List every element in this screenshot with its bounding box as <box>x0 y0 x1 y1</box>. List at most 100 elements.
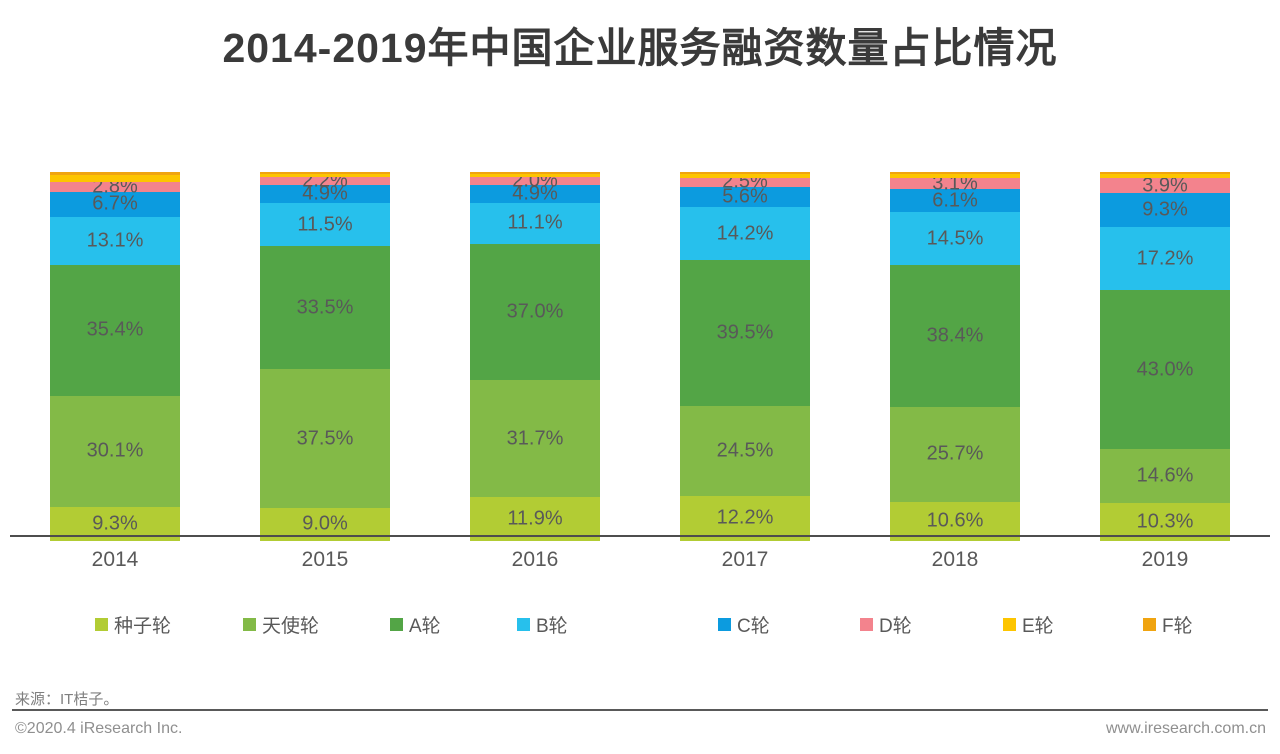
plot-area: 9.3% 30.1% 35.4% 13.1% 6.7% 2.8% 9.0% 37.5% 33.5… <box>0 169 1280 541</box>
legend-item: 天使轮 <box>243 612 319 637</box>
legend-item: E轮 <box>1003 612 1054 637</box>
legend-item: C轮 <box>718 612 770 637</box>
bar-segment: 24.5% <box>680 405 810 496</box>
segment-value-label: 24.5% <box>716 439 774 462</box>
bar-segment <box>50 175 180 182</box>
bar-segment <box>680 173 810 178</box>
segment-value-label: 10.6% <box>926 509 984 532</box>
segment-value-label: 38.4% <box>926 324 984 347</box>
x-axis-line <box>10 535 1270 537</box>
stacked-bar-2015: 9.0% 37.5% 33.5% 11.5% 4.9% 2.2% <box>260 170 390 541</box>
bar-segment: 39.5% <box>680 259 810 406</box>
legend-item: 种子轮 <box>95 612 172 637</box>
bar-segment <box>260 173 390 178</box>
bar-segment: 11.1% <box>470 202 600 244</box>
segment-value-label: 39.5% <box>716 321 774 344</box>
bar-segment: 11.5% <box>260 203 390 246</box>
bar-segment: 17.2% <box>1100 227 1230 291</box>
source-note: 来源：IT桔子。 <box>15 691 119 708</box>
bar-segment: 2.5% <box>680 171 810 193</box>
legend-label: B轮 <box>536 615 568 637</box>
bar-segment: 3.1% <box>890 172 1020 194</box>
stacked-bar-2016: 11.9% 31.7% 37.0% 11.1% 4.9% 2.0% <box>470 169 600 541</box>
segment-value-label: 11.5% <box>297 213 353 236</box>
stacked-bar-2019: 10.3% 14.6% 43.0% 17.2% 9.3% 3.9% <box>1100 172 1230 541</box>
bar-segment <box>890 174 1020 178</box>
segment-value-label: 12.2% <box>716 506 774 529</box>
bar-segment: 30.1% <box>50 395 180 507</box>
bar-segment: 37.5% <box>260 369 390 508</box>
bar-segment: 2.8% <box>50 175 180 197</box>
segment-value-label: 9.3% <box>92 512 138 535</box>
legend-item: F轮 <box>1143 612 1193 637</box>
segment-value-label: 14.2% <box>716 222 774 245</box>
segment-value-label: 9.3% <box>1142 198 1188 221</box>
bar-segment <box>1100 174 1230 179</box>
footer-copyright: ©2020.4 iResearch Inc. <box>15 720 183 737</box>
legend-swatch-icon <box>860 617 873 631</box>
legend-item: A轮 <box>390 612 441 637</box>
bar-segment: 14.2% <box>680 207 810 260</box>
bar-segment <box>680 172 810 174</box>
segment-value-label: 6.1% <box>932 189 978 212</box>
chart-title: 2014-2019年中国企业服务融资数量占比情况 <box>222 25 1058 71</box>
bar-segment <box>470 173 600 178</box>
legend: 种子轮 天使轮 A轮 B轮 C轮 D轮 E轮 F轮 <box>0 612 1280 637</box>
bar-segment: 6.7% <box>50 191 180 217</box>
bar-segment: 31.7% <box>470 380 600 498</box>
x-axis-tick-label: 2014 <box>91 548 139 571</box>
segment-value-label: 30.1% <box>86 439 144 462</box>
x-axis-tick-label: 2018 <box>931 548 979 571</box>
segment-value-label: 10.3% <box>1136 510 1194 533</box>
bar-segment <box>470 172 600 174</box>
legend-label: E轮 <box>1022 615 1054 637</box>
bar-segment: 2.0% <box>470 169 600 191</box>
segment-value-label: 9.0% <box>302 512 348 535</box>
x-axis-tick-label: 2015 <box>301 548 349 571</box>
bar-segment <box>50 172 180 176</box>
legend-swatch-icon <box>390 617 403 631</box>
segment-value-label: 5.6% <box>722 185 768 208</box>
bar-segment: 14.5% <box>890 211 1020 266</box>
bar-segment: 33.5% <box>260 245 390 370</box>
segment-value-label: 6.7% <box>92 192 138 215</box>
bar-segment: 4.9% <box>260 182 390 205</box>
segment-value-label: 31.7% <box>506 427 564 450</box>
legend-swatch-icon <box>243 617 256 631</box>
x-axis-tick-label: 2017 <box>721 548 769 571</box>
segment-value-label: 13.1% <box>86 229 144 252</box>
legend-label: D轮 <box>879 615 912 637</box>
legend-swatch-icon <box>718 617 731 631</box>
legend-swatch-icon <box>517 617 530 631</box>
segment-value-label: 14.5% <box>926 227 984 250</box>
segment-value-label: 35.4% <box>86 318 144 341</box>
bar-segment <box>890 172 1020 175</box>
legend-swatch-icon <box>95 617 108 631</box>
footer-divider <box>12 709 1268 711</box>
bar-segment: 3.9% <box>1100 174 1230 196</box>
segment-value-label: 25.7% <box>926 442 984 465</box>
legend-label: 种子轮 <box>114 615 172 637</box>
segment-value-label: 37.0% <box>506 300 564 323</box>
legend-label: F轮 <box>1162 615 1193 637</box>
x-axis-tick-label: 2019 <box>1141 548 1189 571</box>
bar-segment: 14.6% <box>1100 449 1230 503</box>
bar-segment: 9.3% <box>1100 192 1230 228</box>
bar-segment: 43.0% <box>1100 290 1230 450</box>
bar-segment: 25.7% <box>890 407 1020 502</box>
bar-segment <box>1100 172 1230 175</box>
legend-swatch-icon <box>1003 617 1016 631</box>
bar-segment: 13.1% <box>50 216 180 265</box>
bar-segment: 5.6% <box>680 185 810 208</box>
footer-website: www.iresearch.com.cn <box>1105 720 1266 737</box>
segment-value-label: 17.2% <box>1136 247 1194 270</box>
legend-label: A轮 <box>409 615 441 637</box>
bar-segment <box>260 172 390 174</box>
legend-item: D轮 <box>860 612 912 637</box>
segment-value-label: 4.9% <box>302 182 348 205</box>
segment-value-label: 4.9% <box>512 182 558 205</box>
legend-item: B轮 <box>517 612 568 637</box>
bar-segment: 37.0% <box>470 243 600 381</box>
bar-segment: 2.2% <box>260 170 390 192</box>
bar-segment: 38.4% <box>890 265 1020 408</box>
